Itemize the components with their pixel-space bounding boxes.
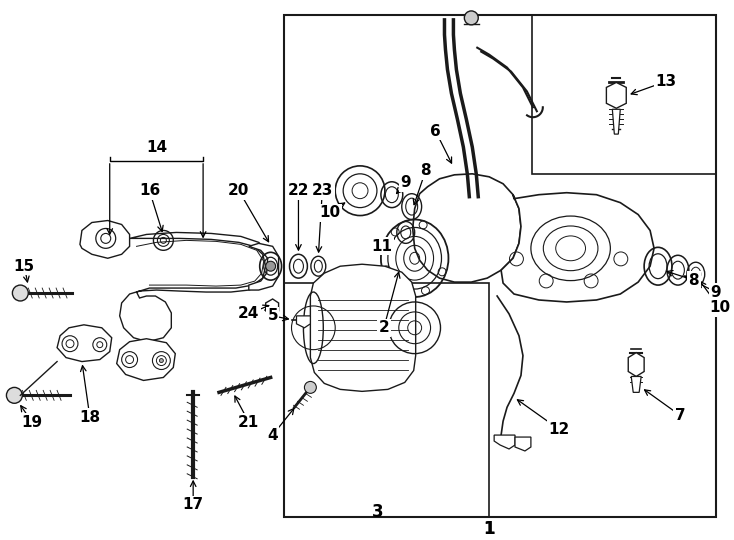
Polygon shape [120, 232, 272, 342]
Text: 15: 15 [14, 259, 35, 274]
Text: 20: 20 [228, 183, 250, 198]
Bar [283, 283, 489, 517]
Polygon shape [515, 437, 531, 451]
Circle shape [159, 359, 164, 362]
Text: 24: 24 [238, 306, 260, 321]
Text: 10: 10 [320, 205, 341, 220]
Polygon shape [606, 83, 626, 109]
Text: 4: 4 [267, 428, 278, 443]
Polygon shape [413, 174, 521, 282]
Polygon shape [310, 264, 415, 392]
Text: 1: 1 [484, 521, 495, 538]
Text: 16: 16 [139, 183, 160, 198]
Text: 5: 5 [267, 308, 278, 323]
Text: 7: 7 [675, 408, 686, 423]
Polygon shape [628, 353, 644, 376]
Polygon shape [494, 435, 515, 449]
Polygon shape [297, 316, 310, 328]
Text: 1: 1 [484, 521, 495, 538]
Text: 17: 17 [183, 497, 204, 512]
Text: 14: 14 [146, 139, 167, 154]
Text: 3: 3 [372, 503, 384, 521]
Text: 21: 21 [238, 415, 259, 430]
Text: 9: 9 [401, 176, 411, 190]
Circle shape [12, 285, 29, 301]
Text: 13: 13 [655, 74, 677, 89]
Text: 23: 23 [312, 183, 333, 198]
Text: 9: 9 [711, 285, 721, 300]
Polygon shape [80, 220, 130, 258]
Polygon shape [266, 299, 279, 315]
Text: 10: 10 [709, 300, 730, 315]
Circle shape [465, 11, 479, 25]
Circle shape [305, 381, 316, 393]
Text: 8: 8 [688, 273, 699, 288]
Text: 12: 12 [548, 422, 570, 437]
Text: 22: 22 [288, 183, 309, 198]
Polygon shape [612, 109, 620, 134]
Text: 11: 11 [371, 239, 393, 254]
Text: 19: 19 [22, 415, 43, 430]
Bar [532, 15, 716, 174]
Polygon shape [57, 325, 112, 362]
Text: 18: 18 [79, 410, 101, 424]
Polygon shape [249, 244, 279, 290]
Polygon shape [631, 376, 642, 393]
Polygon shape [117, 339, 175, 381]
Polygon shape [501, 193, 654, 302]
Text: 8: 8 [421, 164, 431, 178]
Circle shape [266, 261, 275, 271]
Circle shape [7, 387, 22, 403]
Text: 2: 2 [379, 320, 389, 335]
Text: 6: 6 [430, 124, 441, 139]
Bar [283, 15, 716, 517]
